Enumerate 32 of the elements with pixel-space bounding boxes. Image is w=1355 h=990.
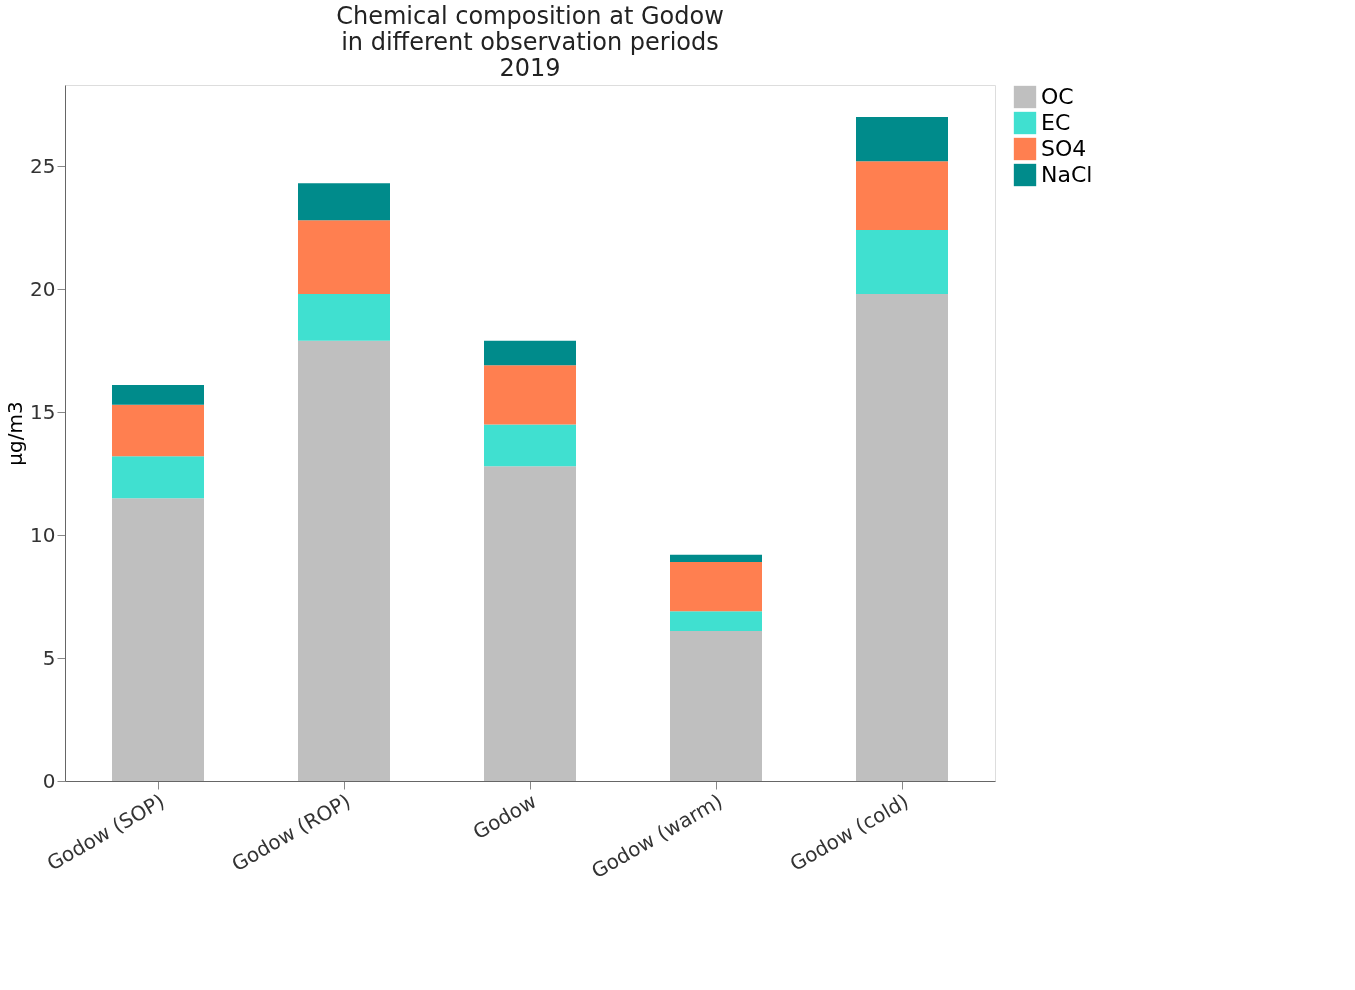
bar: [856, 116, 948, 162]
bar: [484, 340, 576, 366]
bar: [856, 294, 948, 781]
y-tick-label: 20: [30, 276, 56, 301]
bar: [298, 294, 390, 341]
y-tick-label: 0: [42, 768, 56, 793]
bar: [112, 498, 204, 781]
bar: [670, 630, 762, 781]
y-tick-label: 25: [30, 153, 56, 178]
y-tick-label: 10: [30, 522, 56, 547]
bar: [670, 554, 762, 563]
bar: [856, 161, 948, 231]
y-tick-label: 15: [30, 399, 56, 424]
chart-title: Chemical composition at Godow in different observation periods 2019: [336, 2, 724, 82]
bar: [298, 340, 390, 781]
bar: [112, 456, 204, 499]
bar: [484, 365, 576, 425]
bar: [112, 385, 204, 405]
bar: [298, 220, 390, 295]
y-axis-title: µg/m3: [3, 401, 28, 466]
bar: [484, 424, 576, 467]
legend-label: SO4: [1041, 136, 1087, 161]
legend-label: EC: [1041, 110, 1071, 135]
bar: [484, 466, 576, 781]
bar: [298, 183, 390, 221]
bar: [856, 230, 948, 295]
legend-label: OC: [1041, 84, 1074, 109]
legend-label: NaCl: [1041, 162, 1093, 187]
bar: [670, 611, 762, 631]
bar: [670, 562, 762, 612]
y-tick-label: 5: [42, 645, 56, 670]
bar: [112, 404, 204, 457]
